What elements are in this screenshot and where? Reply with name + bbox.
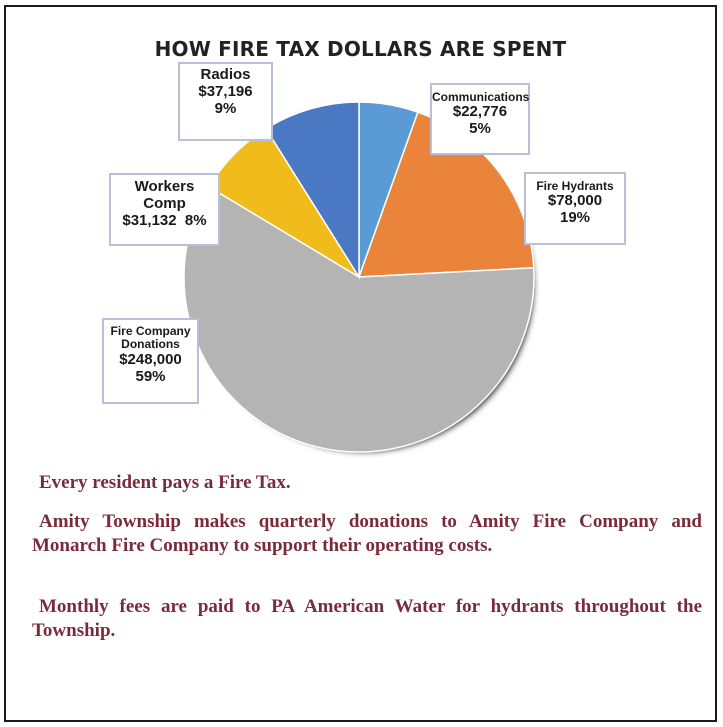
chart-title: HOW FIRE TAX DOLLARS ARE SPENT bbox=[154, 37, 567, 61]
infographic-frame: HOW FIRE TAX DOLLARS ARE SPENT Radios $3… bbox=[4, 5, 717, 722]
callout-fire-company: Fire Company Donations $248,000 59% bbox=[102, 318, 199, 404]
callout-fire-hydrants-name: Fire Hydrants bbox=[536, 179, 614, 193]
paragraph-donations: Amity Township makes quarterly donations… bbox=[32, 510, 702, 558]
callout-communications-value: $22,776 bbox=[452, 103, 508, 121]
callout-workers-comp-value: $31,132 8% bbox=[122, 211, 207, 229]
pie-slice-fire-company-donations bbox=[183, 185, 535, 453]
pie-chart bbox=[183, 101, 535, 453]
callout-workers-comp-name-line1: Workers bbox=[134, 178, 195, 195]
callout-radios: Radios $37,196 9% bbox=[178, 62, 273, 141]
callout-fire-company-name-line1: Fire Company bbox=[110, 324, 191, 338]
paragraph-fire-tax-text: Every resident pays a Fire Tax. bbox=[39, 472, 291, 493]
callout-fire-company-name-line2: Donations bbox=[121, 337, 180, 352]
paragraph-hydrant-fees-text: Monthly fees are paid to PA American Wat… bbox=[32, 596, 702, 641]
callout-radios-value: $37,196 bbox=[198, 82, 253, 100]
callout-workers-comp: Workers Comp $31,132 8% bbox=[109, 173, 220, 246]
callout-fire-company-percent: 59% bbox=[135, 367, 166, 385]
callout-fire-hydrants: Fire Hydrants $78,000 19% bbox=[524, 172, 626, 245]
paragraph-donations-text: Amity Township makes quarterly donations… bbox=[32, 511, 702, 556]
callout-fire-hydrants-value: $78,000 bbox=[547, 192, 603, 210]
paragraph-hydrant-fees: Monthly fees are paid to PA American Wat… bbox=[32, 595, 702, 643]
callout-fire-company-value: $248,000 bbox=[119, 350, 182, 368]
callout-radios-name: Radios bbox=[200, 66, 251, 83]
callout-radios-percent: 9% bbox=[214, 99, 237, 117]
callout-communications: Communications $22,776 5% bbox=[430, 83, 530, 155]
callout-communications-name: Communications bbox=[432, 90, 530, 104]
callout-fire-hydrants-percent: 19% bbox=[559, 209, 591, 227]
callout-workers-comp-name-line2: Comp bbox=[143, 194, 186, 212]
paragraph-fire-tax: Every resident pays a Fire Tax. bbox=[39, 471, 701, 495]
callout-communications-percent: 5% bbox=[469, 120, 491, 138]
